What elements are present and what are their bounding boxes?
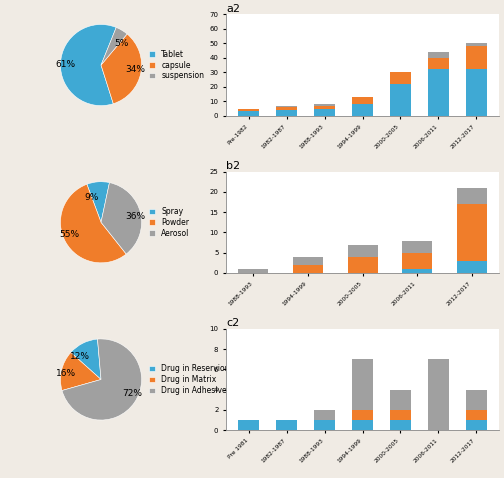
Bar: [390, 420, 411, 430]
Bar: [348, 245, 377, 257]
Wedge shape: [101, 34, 142, 104]
Bar: [348, 257, 377, 273]
Bar: [238, 420, 260, 430]
Bar: [352, 97, 373, 104]
Wedge shape: [60, 24, 116, 106]
Text: 34%: 34%: [125, 65, 146, 75]
Bar: [352, 104, 373, 116]
Text: c2: c2: [226, 318, 239, 328]
Legend: Tablet, capsule, suspension: Tablet, capsule, suspension: [148, 48, 206, 82]
Wedge shape: [60, 352, 101, 391]
Bar: [457, 261, 486, 273]
Bar: [276, 110, 297, 116]
Bar: [314, 109, 335, 116]
Bar: [402, 253, 432, 269]
Bar: [466, 390, 486, 410]
Wedge shape: [71, 339, 101, 380]
Bar: [352, 359, 373, 410]
Bar: [314, 106, 335, 109]
Bar: [238, 269, 269, 273]
Bar: [402, 269, 432, 273]
Text: 9%: 9%: [85, 193, 99, 202]
Bar: [457, 204, 486, 261]
Legend: Drug in Reservior, Drug in Matrix, Drug in Adhesive: Drug in Reservior, Drug in Matrix, Drug …: [148, 362, 230, 396]
Wedge shape: [60, 184, 126, 263]
Bar: [390, 390, 411, 410]
Bar: [390, 410, 411, 420]
Bar: [457, 188, 486, 204]
Bar: [314, 104, 335, 106]
Bar: [276, 106, 297, 107]
Text: 16%: 16%: [56, 369, 77, 378]
Text: 12%: 12%: [70, 352, 90, 361]
Wedge shape: [62, 339, 142, 420]
Text: 61%: 61%: [56, 60, 76, 68]
Bar: [466, 43, 486, 46]
Bar: [428, 52, 449, 58]
Bar: [402, 240, 432, 253]
Wedge shape: [87, 182, 109, 222]
Legend: Spray, Powder, Aerosol: Spray, Powder, Aerosol: [148, 206, 191, 239]
Wedge shape: [101, 27, 127, 65]
Bar: [428, 359, 449, 430]
Bar: [293, 257, 323, 265]
Text: a2: a2: [226, 3, 240, 13]
Bar: [428, 69, 449, 116]
Bar: [314, 420, 335, 430]
Text: b2: b2: [226, 161, 240, 171]
Bar: [276, 420, 297, 430]
Text: 5%: 5%: [114, 39, 129, 48]
Bar: [466, 410, 486, 420]
Bar: [238, 111, 260, 116]
Wedge shape: [101, 183, 142, 254]
Bar: [390, 72, 411, 84]
Legend: Spray, Powder, Aerosol: Spray, Powder, Aerosol: [305, 332, 420, 341]
Bar: [466, 46, 486, 69]
Bar: [314, 410, 335, 420]
Bar: [238, 109, 260, 111]
Bar: [466, 69, 486, 116]
Text: 72%: 72%: [122, 389, 142, 398]
Bar: [352, 410, 373, 420]
Bar: [293, 265, 323, 273]
Text: 36%: 36%: [125, 212, 146, 221]
Text: 55%: 55%: [59, 230, 79, 239]
Bar: [276, 107, 297, 110]
Bar: [428, 58, 449, 69]
Bar: [466, 420, 486, 430]
Bar: [352, 420, 373, 430]
Bar: [390, 84, 411, 116]
